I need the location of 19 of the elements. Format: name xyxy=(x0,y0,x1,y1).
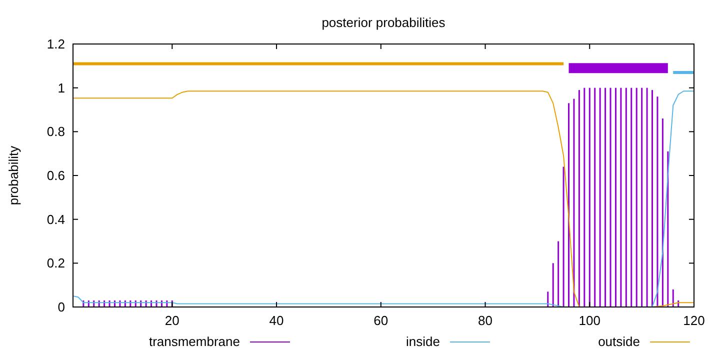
y-tick-label: 0.4 xyxy=(46,212,65,227)
x-tick-label: 40 xyxy=(269,313,284,328)
legend-label: inside xyxy=(406,334,440,349)
x-tick-label: 100 xyxy=(578,313,600,328)
legend-label: outside xyxy=(598,334,640,349)
chart-title: posterior probabilities xyxy=(322,15,446,30)
legend-label: transmembrane xyxy=(148,334,240,349)
y-tick-label: 1 xyxy=(58,80,65,96)
y-tick-label: 0.8 xyxy=(46,124,65,140)
x-tick-label: 120 xyxy=(683,313,705,328)
y-tick-label: 0.6 xyxy=(46,168,65,184)
y-axis-title: probability xyxy=(6,145,21,206)
x-tick-label: 60 xyxy=(374,313,388,328)
y-tick-label: 1.2 xyxy=(46,36,65,52)
x-tick-label: 20 xyxy=(164,313,180,328)
line-series xyxy=(72,90,694,308)
y-tick-label: 0.2 xyxy=(46,256,65,271)
x-tick-label: 80 xyxy=(478,313,492,328)
y-tick-label: 0 xyxy=(58,300,65,315)
